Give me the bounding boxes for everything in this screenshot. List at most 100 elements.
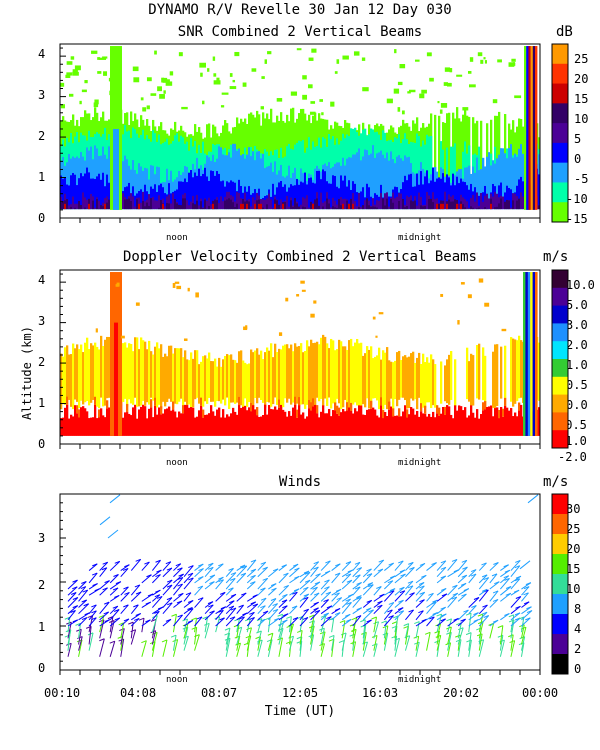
wind-barb-feather [345,618,352,622]
wind-barb-feather [91,610,97,614]
velocity-field-cell [256,407,259,416]
wind-barb-feather [349,633,355,637]
snr-field-cell [146,168,149,210]
wind-barb [331,592,340,602]
wind-barb-feather [514,565,520,569]
snr-field-cell [358,206,361,210]
snr-field-cell [218,203,221,210]
wind-barb [510,605,521,615]
velocity-field-cell [62,356,65,405]
wind-barb-feather [285,641,292,645]
wind-barb-feather [465,612,472,616]
wind-barb-feather [150,618,157,622]
snr-field-cell [314,199,317,210]
velocity-field-cell [158,348,161,405]
velocity-speckle [135,302,140,306]
wind-barb [457,574,468,584]
snr-field-cell [106,202,109,210]
wind-barb [457,559,468,571]
wind-cbar-label: 0 [574,662,582,676]
snr-speckle [467,70,472,74]
snr-field-cell [284,184,287,210]
wind-barb-feather [156,595,163,599]
snr-field-cell [100,205,103,210]
velocity-field-cell [386,416,389,436]
velocity-field-cell [504,405,507,436]
wind-barb-feather [260,561,266,565]
velocity-field-cell [408,356,411,409]
wind-barb [383,590,395,602]
snr-field-cell [214,199,217,210]
velocity-field-cell [80,344,83,401]
velocity-field-cell [444,414,447,436]
wind-barb-feather [451,596,458,600]
snr-field-cell [400,193,403,210]
velocity-field-cell [190,407,193,436]
snr-field-cell [340,175,343,210]
wind-barb-feather [81,599,87,603]
wind-barb-feather [334,608,341,611]
wind-barb [331,597,343,608]
wind-barb-feather [114,560,120,564]
snr-field-cell [398,200,401,210]
wind-barb-feather [270,598,277,601]
velocity-speckle [372,316,376,320]
velocity-field-cell [262,415,265,436]
velocity-field-cell [138,349,141,407]
snr-field-cell [382,198,385,210]
snr-field-cell [224,155,227,210]
wind-barb-feather [473,597,480,600]
snr-field-cell [204,167,207,210]
wind-barb [183,600,194,608]
wind-barb [468,573,477,584]
wind-barb [172,614,177,633]
snr-speckle [261,76,265,79]
wind-barb [257,618,266,627]
snr-colorbar-swatch [552,63,568,85]
wind-barb [162,619,172,627]
velocity-field-cell [472,355,475,406]
velocity-field-cell [234,411,237,436]
snr-field-cell [68,185,71,210]
snr-speckle [169,71,174,76]
snr-field-cell [244,192,247,210]
velocity-field-cell [180,348,183,399]
velocity-field-cell [254,350,257,398]
snr-field-cell [318,205,321,210]
velocity-field-cell [72,416,75,436]
wind-barb-feather [83,603,89,607]
snr-speckle [449,68,453,73]
wind-barb [288,636,294,651]
snr-cbar-label: 15 [574,92,589,106]
wind-barb-feather [323,599,329,603]
velocity-field-cell [128,343,131,400]
wind-barb [310,592,320,602]
snr-field-cell [512,157,515,210]
wind-barb-feather [328,634,335,638]
wind-barb-feather [455,639,462,643]
velocity-field-cell [70,354,73,407]
snr-field-cell [234,207,237,210]
wind-barb-feather [241,592,247,596]
velocity-field-cell [388,409,391,436]
wind-barb-feather [460,618,466,622]
velocity-field-cell [326,413,329,436]
velocity-field-cell [272,357,275,405]
snr-field-cell [324,171,327,210]
wind-barb-feather [102,561,108,565]
snr-speckle [394,49,397,54]
velocity-field-cell [336,349,339,399]
velocity-title: Doppler Velocity Combined 2 Vertical Bea… [122,249,477,265]
wind-barb [299,596,309,608]
snr-field-cell [164,193,167,210]
snr-field-cell [424,176,427,210]
wind-barb [331,563,341,571]
snr-field-cell [492,183,495,210]
snr-field-cell [88,172,91,210]
wind-barb [67,610,76,621]
wind-barb-feather [477,613,484,617]
snr-field-cell [86,199,89,210]
velocity-field-cell [316,405,319,414]
wind-barb [436,618,446,627]
velocity-field-cell [518,335,521,399]
